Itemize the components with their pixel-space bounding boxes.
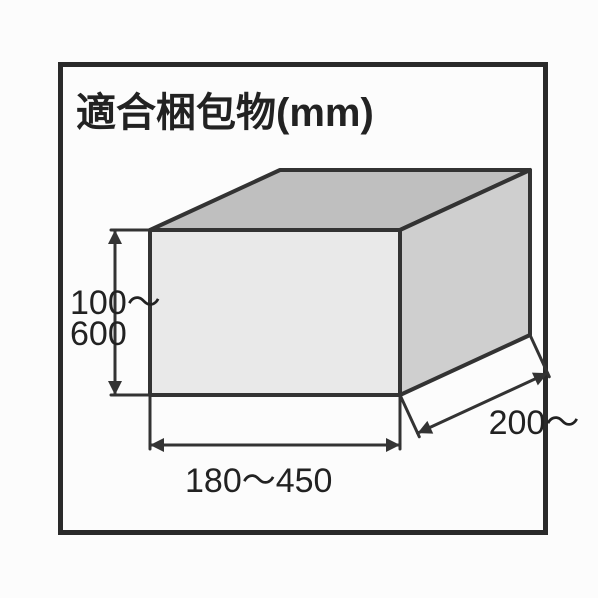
- diagram-canvas: 適合梱包物(mm) 100～ 600 180～450 200～: [0, 0, 598, 598]
- width-dimension-label: 180～450: [185, 453, 332, 502]
- depth-dimension-label: 200～: [489, 395, 580, 444]
- height-dimension-label-line2: 600: [70, 315, 127, 354]
